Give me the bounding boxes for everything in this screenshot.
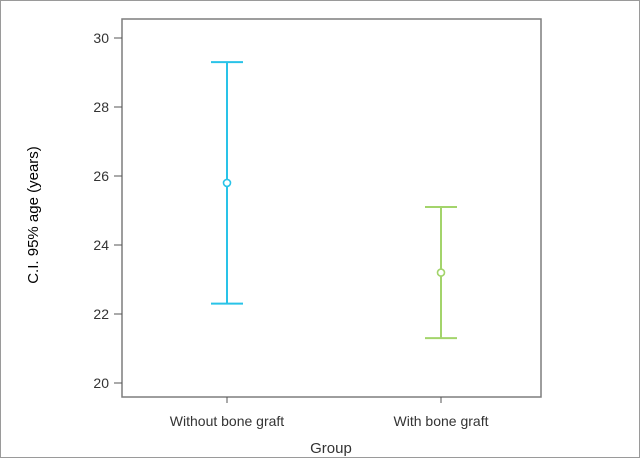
y-tick-label: 28 bbox=[93, 99, 109, 115]
plot-border bbox=[121, 18, 542, 398]
x-tick-label: With bone graft bbox=[394, 413, 489, 429]
y-tick-label: 26 bbox=[93, 168, 109, 184]
y-axis-title: C.I. 95% age (years) bbox=[25, 146, 42, 284]
x-tick-label: Without bone graft bbox=[170, 413, 285, 429]
y-tick-label: 30 bbox=[93, 30, 109, 46]
plot-area-layer: 20 22 24 26 28 30 Without bone graft With bone … bbox=[93, 18, 542, 429]
mean-point bbox=[436, 268, 446, 277]
y-tick-label: 20 bbox=[93, 375, 109, 391]
mean-point bbox=[222, 178, 232, 188]
y-tick-label: 24 bbox=[93, 237, 109, 253]
x-axis-title: Group bbox=[310, 440, 352, 457]
y-tick-label: 22 bbox=[93, 306, 109, 322]
